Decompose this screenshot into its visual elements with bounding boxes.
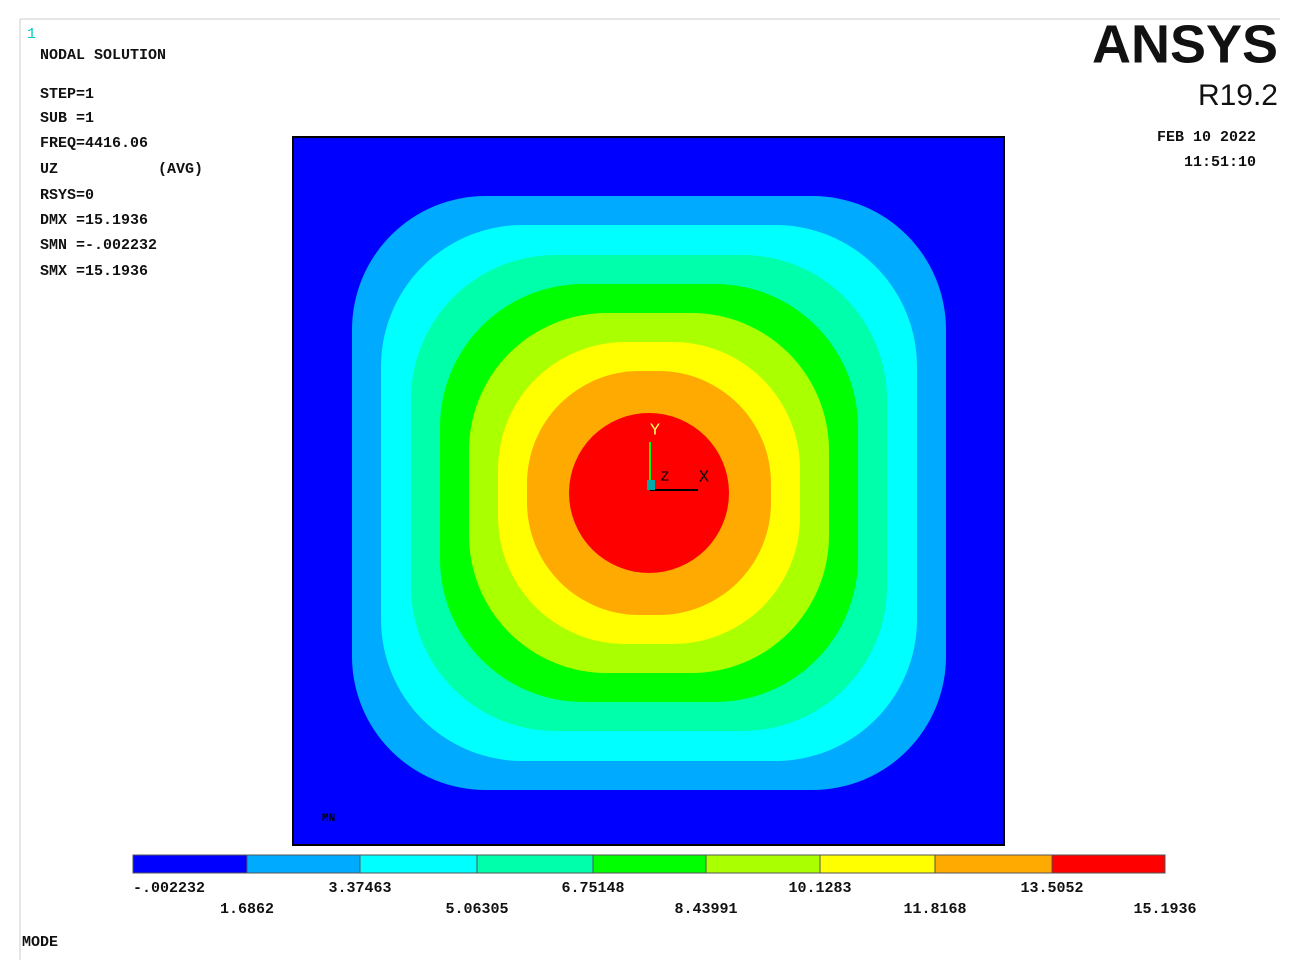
footer-label: MODE <box>22 934 58 951</box>
legend-swatch <box>476 854 594 874</box>
legend-label: 6.75148 <box>561 880 624 897</box>
legend-swatch <box>359 854 478 874</box>
header-smn: SMN =-.002232 <box>40 237 157 254</box>
header-title: NODAL SOLUTION <box>40 47 166 64</box>
axis-y-label: Y <box>650 421 660 440</box>
legend-swatch <box>705 854 821 874</box>
legend-swatch <box>819 854 936 874</box>
brand-date: FEB 10 2022 <box>1157 129 1256 146</box>
header-item: UZ <box>40 161 58 178</box>
legend-label: 10.1283 <box>788 880 851 897</box>
brand-name: ANSYS <box>1092 14 1278 74</box>
brand-release: R19.2 <box>1198 79 1278 112</box>
min-marker: MN <box>322 813 335 825</box>
contour-band <box>569 413 729 573</box>
legend-label: 3.37463 <box>328 880 391 897</box>
axis-z-label: Z <box>661 470 669 486</box>
axis-triad: Y Z X <box>647 421 709 491</box>
header-rsys: RSYS=0 <box>40 187 94 204</box>
window-id: 1 <box>27 26 36 43</box>
legend-swatch <box>592 854 707 874</box>
legend-swatch <box>1051 854 1166 874</box>
legend-label: 11.8168 <box>903 901 966 918</box>
legend-swatch <box>246 854 361 874</box>
header-avg: (AVG) <box>158 161 203 178</box>
brand-time: 11:51:10 <box>1184 154 1256 171</box>
triad-z <box>647 480 655 490</box>
legend-label: -.002232 <box>133 880 205 897</box>
legend-label: 1.6862 <box>220 901 274 918</box>
legend-swatch <box>132 854 248 874</box>
legend-label: 5.06305 <box>445 901 508 918</box>
header-step: STEP=1 <box>40 86 94 103</box>
legend: -.002232 1.6862 3.37463 5.06305 6.75148 8.439… <box>132 854 1197 918</box>
contours <box>352 196 946 790</box>
header-dmx: DMX =15.1936 <box>40 212 148 229</box>
header-freq: FREQ=4416.06 <box>40 135 148 152</box>
header-sub: SUB =1 <box>40 110 94 127</box>
legend-label: 13.5052 <box>1020 880 1083 897</box>
legend-label: 15.1936 <box>1133 901 1196 918</box>
header-smx: SMX =15.1936 <box>40 263 148 280</box>
axis-x-label: X <box>699 468 709 487</box>
legend-label: 8.43991 <box>674 901 737 918</box>
legend-swatch <box>934 854 1053 874</box>
